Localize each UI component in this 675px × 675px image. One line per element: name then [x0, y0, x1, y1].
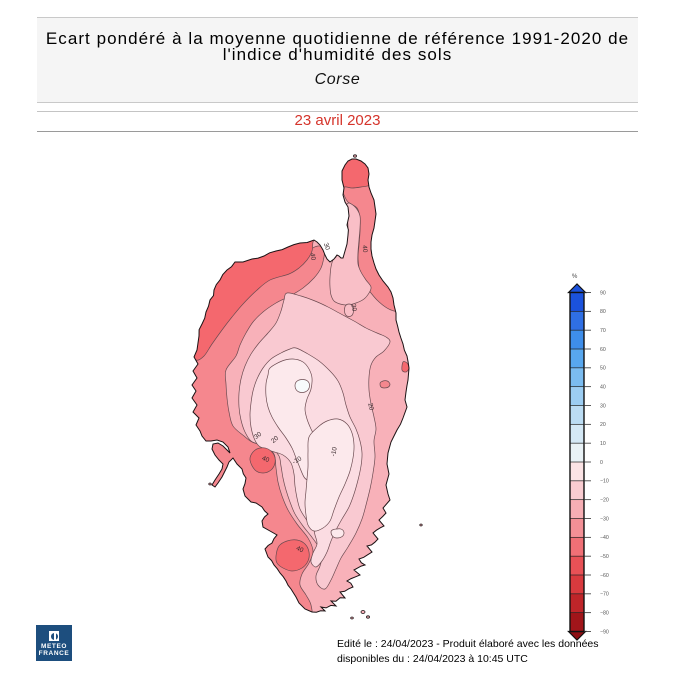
svg-text:0: 0	[600, 460, 603, 466]
svg-text:−10: −10	[600, 479, 609, 485]
svg-text:50: 50	[600, 366, 606, 372]
svg-text:−60: −60	[600, 573, 609, 579]
svg-text:60: 60	[600, 347, 606, 353]
svg-text:40: 40	[361, 245, 369, 253]
svg-text:−50: −50	[600, 554, 609, 560]
svg-text:-10: -10	[330, 446, 339, 457]
svg-text:−70: −70	[600, 592, 609, 598]
svg-text:40: 40	[261, 455, 271, 464]
svg-text:80: 80	[600, 309, 606, 315]
svg-text:90: 90	[600, 290, 606, 296]
svg-text:10: 10	[600, 441, 606, 447]
svg-text:40: 40	[600, 385, 606, 391]
svg-text:−40: −40	[600, 535, 609, 541]
svg-text:−30: −30	[600, 516, 609, 522]
svg-text:30: 30	[322, 242, 331, 252]
svg-text:−90: −90	[600, 629, 609, 635]
svg-text:−20: −20	[600, 498, 609, 504]
svg-text:−80: −80	[600, 611, 609, 617]
svg-text:20: 20	[600, 422, 606, 428]
svg-text:20: 20	[366, 402, 374, 411]
svg-text:40: 40	[295, 545, 305, 555]
svg-text:20: 20	[270, 435, 280, 445]
svg-text:30: 30	[600, 403, 606, 409]
svg-text:40: 40	[308, 253, 316, 262]
svg-text:-10: -10	[291, 455, 303, 466]
svg-text:30: 30	[349, 304, 357, 313]
svg-text:70: 70	[600, 328, 606, 334]
svg-text:%: %	[572, 274, 578, 280]
svg-text:30: 30	[253, 431, 263, 441]
